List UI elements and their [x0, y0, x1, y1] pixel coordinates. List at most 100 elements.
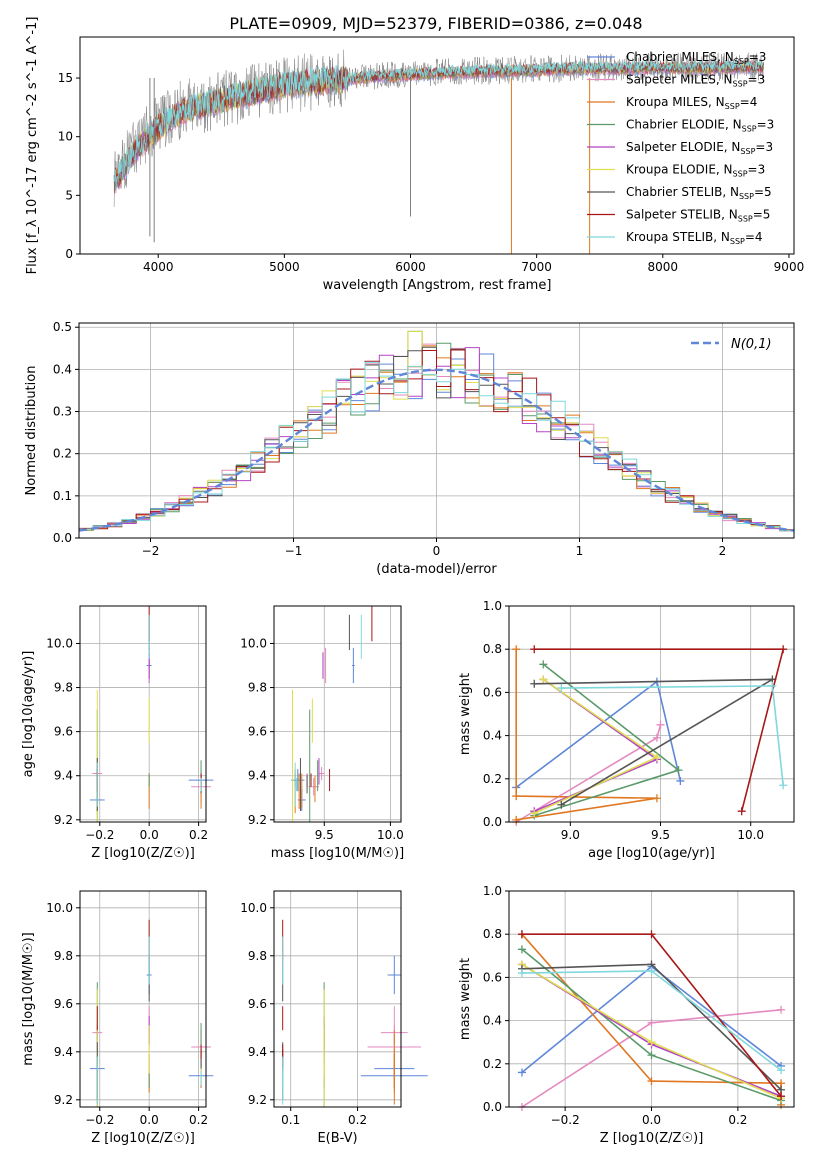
- hist-step-line: [79, 361, 794, 531]
- x-axis-label: age [log10(age/yr)]: [588, 846, 715, 861]
- hist-step-line: [79, 349, 794, 531]
- x-axis-label: wavelength [Angstrom, rest frame]: [323, 278, 552, 293]
- y-tick-label: 10: [58, 130, 73, 144]
- y-tick-label: 0.4: [483, 1014, 502, 1028]
- weight-marker: [647, 1077, 656, 1086]
- weight-marker: [512, 792, 521, 801]
- x-tick-label: 0.0: [140, 1113, 159, 1127]
- y-tick-label: 0.0: [53, 531, 72, 545]
- y-tick-label: 9.8: [248, 949, 267, 963]
- axes-frame: [79, 36, 795, 255]
- legend-label: Salpeter MILES, NSSP=3: [626, 73, 765, 89]
- x-tick-label: 10.0: [737, 828, 764, 842]
- axes-frame: [273, 890, 402, 1108]
- legend-label: Kroupa ELODIE, NSSP=3: [626, 163, 765, 179]
- y-axis-label: Normed distribution: [24, 366, 39, 496]
- x-axis-label: Z [log10(Z/Z☉)]: [91, 1131, 195, 1146]
- x-tick-label: 0: [433, 544, 441, 558]
- y-tick-label: 9.2: [248, 1093, 267, 1107]
- y-tick-label: 9.6: [54, 997, 73, 1011]
- weight-marker: [777, 1005, 786, 1014]
- y-tick-label: 10.0: [46, 636, 73, 650]
- x-tick-label: 9.5: [651, 828, 670, 842]
- legend-label: Chabrier MILES, NSSP=3: [626, 50, 766, 66]
- x-tick-label: 0.2: [728, 1113, 747, 1127]
- x-axis-label: Z [log10(Z/Z☉)]: [600, 1131, 704, 1146]
- x-tick-label: 1: [576, 544, 584, 558]
- axes-frame: [508, 605, 795, 823]
- y-tick-label: 0.1: [53, 489, 72, 503]
- x-tick-label: 0.1: [281, 1113, 300, 1127]
- legend-label: Salpeter STELIB, NSSP=5: [626, 208, 770, 224]
- age-vs-mass-panel: 9.5 10.0 9.2 9.4 9.6 9.8 10.0 mass [log10(M/M☉)…: [240, 605, 404, 861]
- legend-label: Chabrier ELODIE, NSSP=3: [626, 118, 774, 134]
- spectrum-model-line: [113, 60, 764, 186]
- x-axis-label: mass [log10(M/M☉)]: [271, 846, 404, 861]
- x-tick-label: 4000: [143, 260, 174, 274]
- weight-marker: [647, 1018, 656, 1027]
- x-axis-label: Z [log10(Z/Z☉)]: [91, 846, 195, 861]
- weight-marker: [517, 930, 526, 939]
- weight-marker: [512, 815, 521, 824]
- weight-line: [515, 680, 682, 789]
- x-tick-label: −0.2: [551, 1113, 580, 1127]
- axes-frame: [78, 322, 795, 539]
- weight-marker: [647, 1038, 656, 1047]
- figure-title: PLATE=0909, MJD=52379, FIBERID=0386, z=0…: [229, 14, 642, 33]
- legend-label: Salpeter ELODIE, NSSP=3: [626, 140, 773, 156]
- weight-marker: [539, 660, 548, 669]
- y-tick-label: 0.2: [53, 447, 72, 461]
- spectrum-plot-area: [113, 49, 764, 254]
- x-tick-label: −1: [285, 544, 303, 558]
- weight-marker: [674, 766, 683, 775]
- weight-marker: [517, 969, 526, 978]
- y-tick-label: 9.6: [248, 725, 267, 739]
- y-axis-label: mass weight: [458, 958, 473, 1040]
- legend-label: Kroupa STELIB, NSSP=4: [626, 230, 763, 246]
- x-tick-label: −2: [142, 544, 160, 558]
- y-tick-label: 9.8: [54, 949, 73, 963]
- y-tick-label: 0.0: [483, 815, 502, 829]
- weight-marker: [676, 776, 685, 785]
- y-tick-label: 10.0: [240, 901, 267, 915]
- weight-marker: [652, 753, 661, 762]
- y-tick-label: 0.8: [483, 927, 502, 941]
- y-tick-label: 9.4: [248, 1045, 267, 1059]
- weight-marker: [517, 945, 526, 954]
- age-vs-z-panel: −0.2 0.0 0.2 9.2 9.4 9.6 9.8 10.0 Z [log10(Z/Z☉)…: [21, 605, 214, 861]
- y-tick-label: 9.4: [54, 769, 73, 783]
- normal-curve: [79, 368, 794, 532]
- axes-frame: [79, 605, 207, 823]
- legend-label: Kroupa MILES, NSSP=4: [626, 95, 757, 111]
- y-tick-label: 9.6: [54, 725, 73, 739]
- y-tick-label: 0.8: [483, 642, 502, 656]
- residual-histogram-panel: −2 −1 0 1 2 0.0 0.1 0.2 0.3 0.4 0.5 (data-model)/er…: [24, 320, 795, 577]
- weight-marker: [512, 645, 521, 654]
- y-tick-label: 15: [58, 71, 73, 85]
- weight-marker: [779, 781, 788, 790]
- weight-marker: [530, 645, 539, 654]
- weight-marker: [539, 675, 548, 684]
- weight-marker: [652, 733, 661, 742]
- x-tick-label: 0.0: [140, 828, 159, 842]
- y-tick-label: 9.2: [54, 1093, 73, 1107]
- y-tick-label: 10.0: [240, 636, 267, 650]
- x-tick-label: 9.5: [315, 828, 334, 842]
- weight-marker: [779, 645, 788, 654]
- mass-vs-ebv-panel: 0.1 0.2 9.2 9.4 9.6 9.8 10.0 E(B-V): [240, 890, 428, 1146]
- hist-plot-area: [79, 330, 794, 532]
- y-tick-label: 0.4: [483, 729, 502, 743]
- axes-frame: [273, 605, 402, 823]
- y-tick-label: 9.4: [248, 769, 267, 783]
- y-tick-label: 9.4: [54, 1045, 73, 1059]
- y-tick-label: 0.6: [483, 685, 502, 699]
- x-tick-label: 5000: [269, 260, 300, 274]
- weight-marker: [768, 681, 777, 690]
- y-tick-label: 0.0: [483, 1100, 502, 1114]
- legend-label: Chabrier STELIB, NSSP=5: [626, 185, 772, 201]
- y-tick-label: 9.8: [54, 681, 73, 695]
- weight-marker: [530, 809, 539, 818]
- x-axis-label: E(B-V): [317, 1131, 357, 1146]
- y-tick-label: 9.2: [54, 813, 73, 827]
